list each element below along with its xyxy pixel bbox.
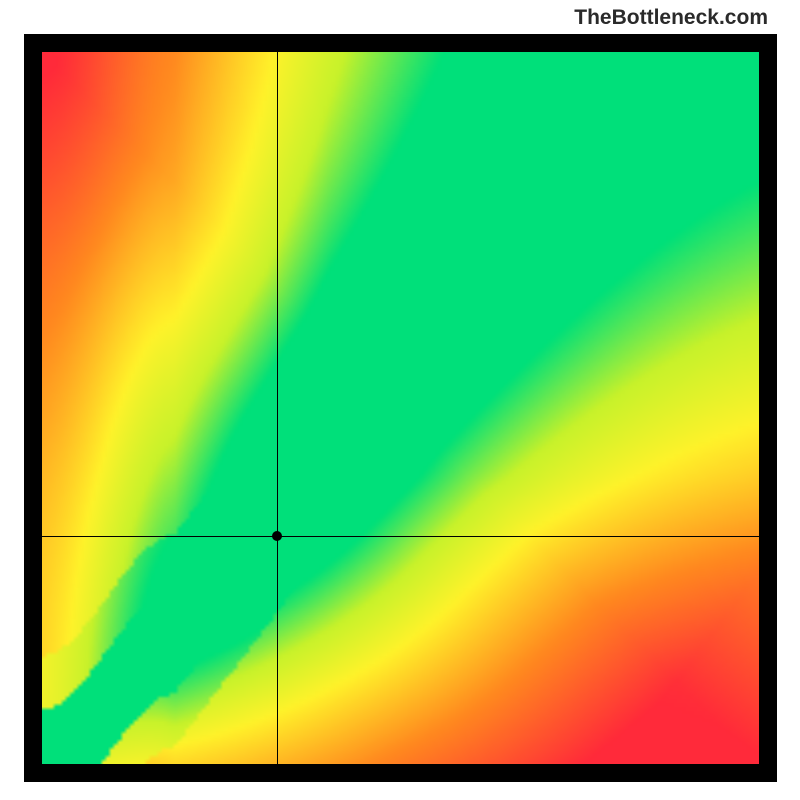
crosshair-vertical [277,52,278,764]
crosshair-horizontal [42,536,759,537]
crosshair-marker [272,531,282,541]
chart-container: { "meta": { "watermark_text": "TheBottle… [0,0,800,800]
plot-area [42,52,759,764]
watermark-text: TheBottleneck.com [574,6,768,30]
heatmap-canvas [42,52,759,764]
